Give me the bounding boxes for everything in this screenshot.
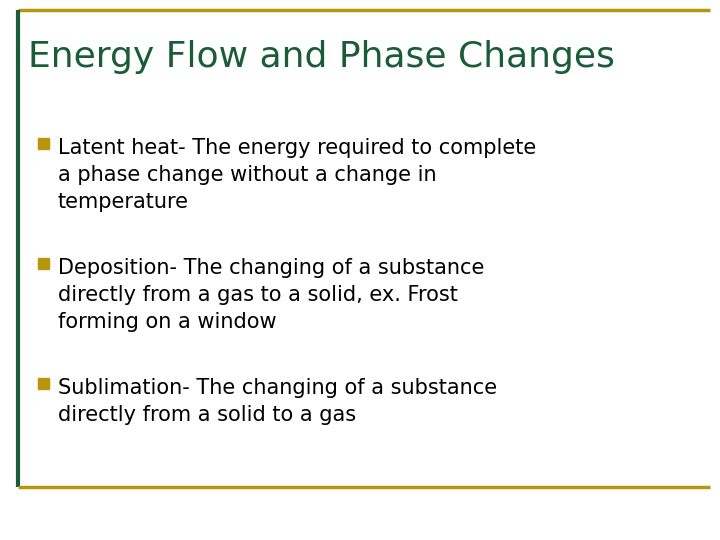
Bar — [38, 138, 49, 149]
Text: Sublimation- The changing of a substance
directly from a solid to a gas: Sublimation- The changing of a substance… — [58, 378, 497, 425]
Bar — [38, 378, 49, 389]
Text: Latent heat- The energy required to complete
a phase change without a change in
: Latent heat- The energy required to comp… — [58, 138, 536, 212]
Text: Energy Flow and Phase Changes: Energy Flow and Phase Changes — [28, 40, 615, 74]
Text: Deposition- The changing of a substance
directly from a gas to a solid, ex. Fros: Deposition- The changing of a substance … — [58, 258, 485, 333]
Bar — [38, 258, 49, 269]
